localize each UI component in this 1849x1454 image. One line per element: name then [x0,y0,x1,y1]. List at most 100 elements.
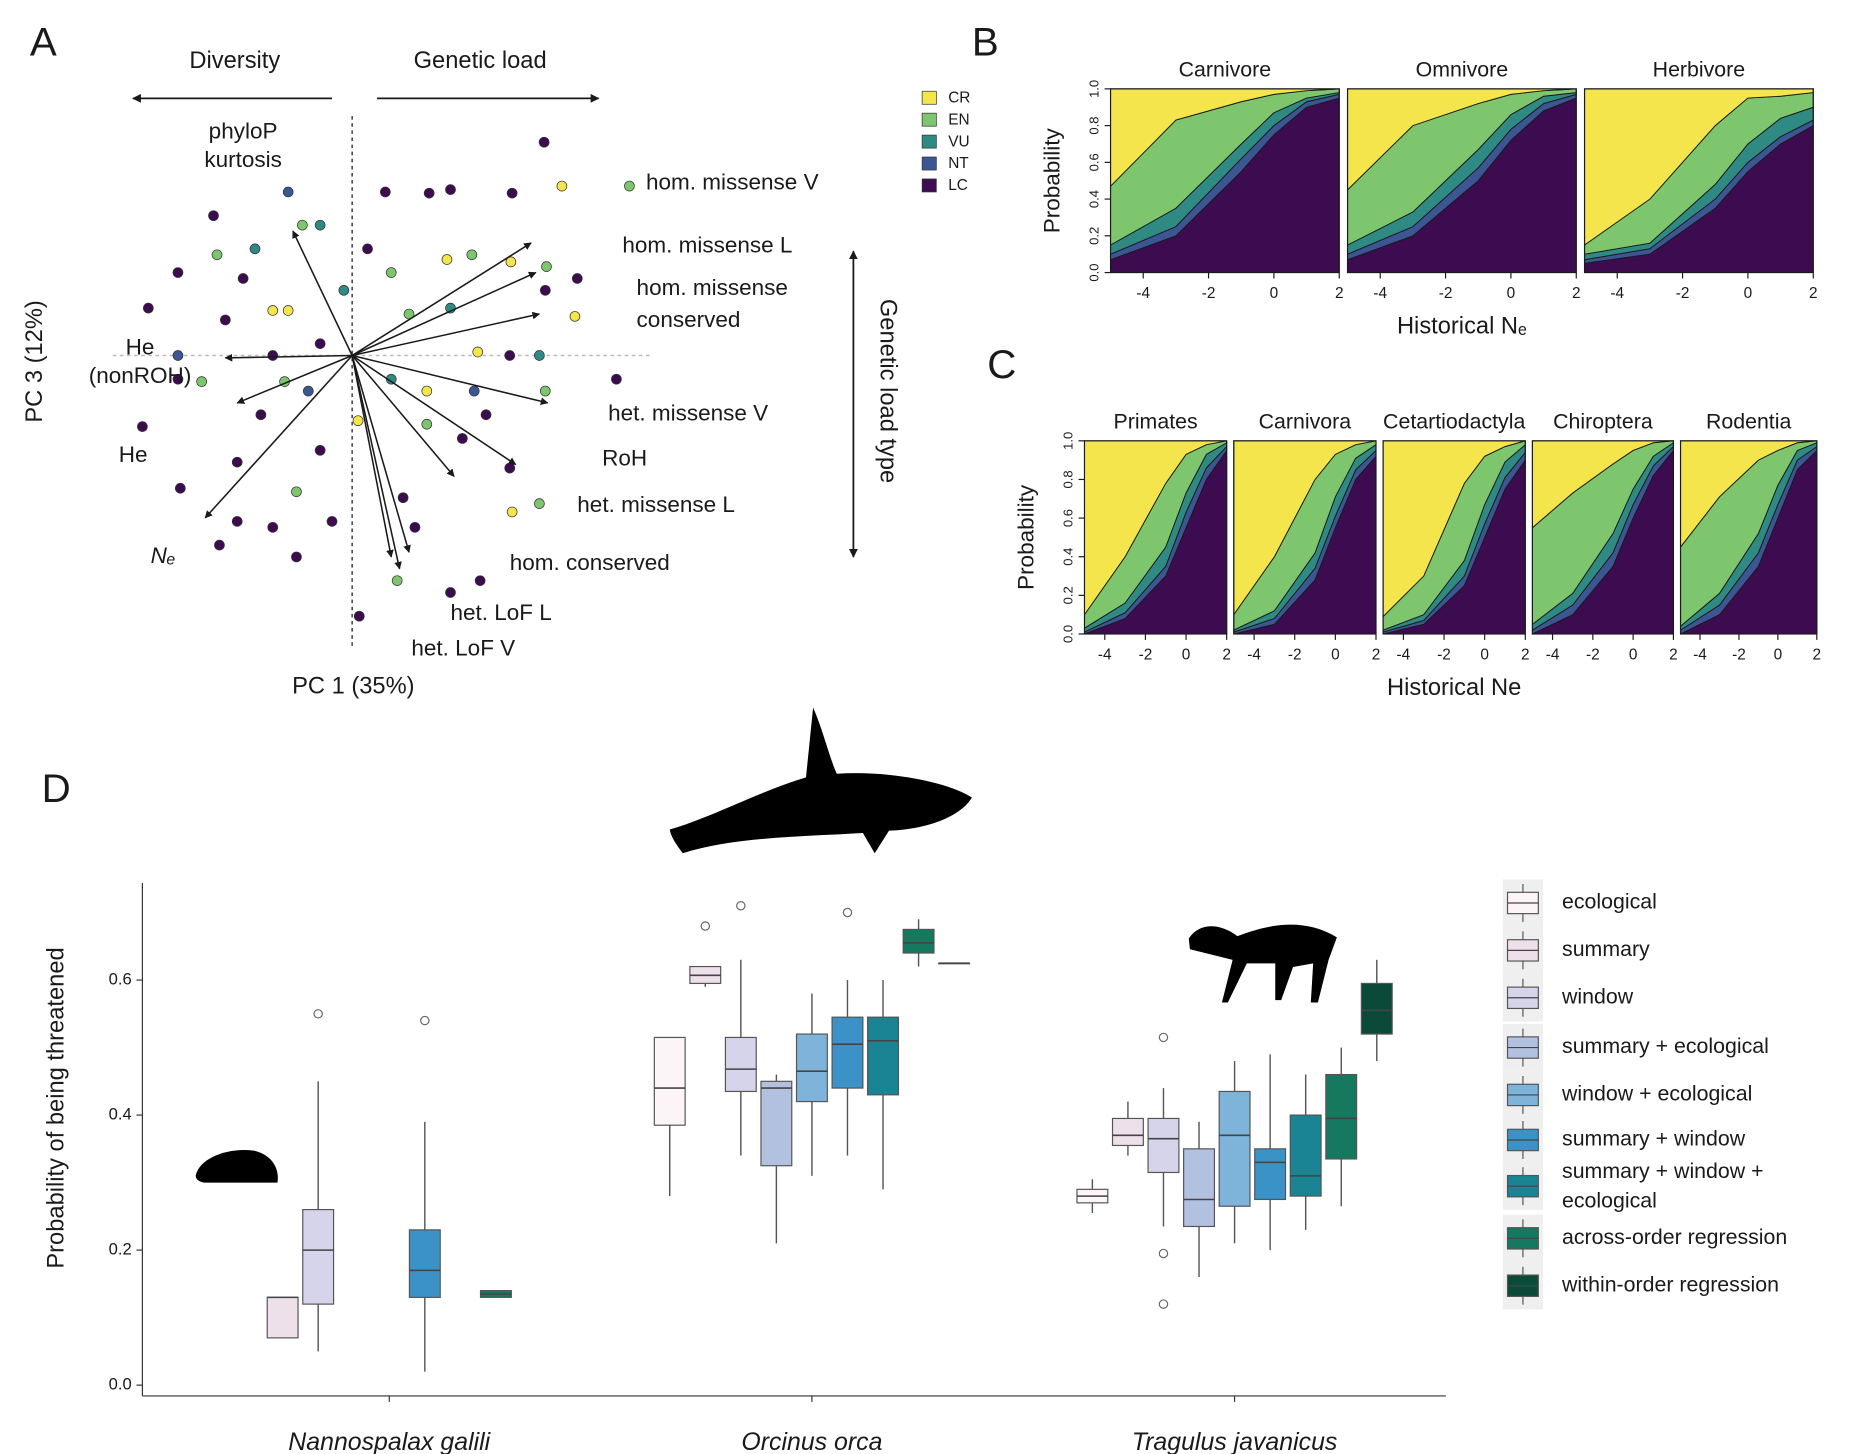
scatter-point [466,249,478,261]
legend-label: NT [948,155,969,172]
loading-label-box: hom. missense conserved [636,276,788,333]
scatter-point [445,184,456,195]
y-tick-label: 0.0 [1087,264,1102,282]
box [1183,1148,1216,1228]
x-tick-label: 0 [1270,285,1279,302]
scatter-point [385,373,397,385]
scatter-point [353,610,365,622]
panel-frame [1233,440,1377,635]
y-tick-label: 0.4 [1087,190,1102,208]
panel-title: Primates [1113,410,1197,434]
y-axis-label: Probability of being threatened [43,947,69,1268]
panel-title: Carnivore [1179,58,1271,82]
legend-label: ecological [1562,890,1657,914]
panel-frame [1109,88,1340,274]
x-tick-label: 0 [1480,646,1489,663]
scatter-point [208,210,219,222]
scatter-point [338,284,350,296]
panel-letter: A [30,20,57,65]
loading-label: hom. missense conserved [636,276,788,333]
panel-frame [1346,88,1577,274]
scatter-point [231,456,243,468]
loading-label: phyloP kurtosis [204,119,282,173]
x-tick-label: 2 [1809,285,1818,302]
box [902,928,935,954]
legend-label: within-order regression [1561,1272,1779,1296]
x-tick-label: -2 [1439,285,1453,302]
scatter-point [352,415,364,427]
box [1147,1117,1180,1174]
loading-arrow [351,311,541,357]
loading-label: hom. missense V [646,170,819,195]
box [1360,982,1393,1035]
scatter-point [214,539,225,551]
scatter-point [534,498,545,509]
x-tick-label: -2 [1732,646,1746,663]
loading-label: het. LoF V [411,635,515,660]
x-axis-label: Historical Ne [1387,675,1521,701]
panel-title: Carnivora [1259,410,1352,434]
scatter-point [282,305,294,316]
box [653,1036,686,1126]
loading-arrow [351,354,517,466]
scatter-point [556,180,568,192]
annotation: Diversity [189,48,280,74]
y-axis-label: Probability [1014,484,1039,590]
y-tick-label: 0.4 [1061,548,1076,566]
y-axis-label: PC 3 (12%) [22,300,48,422]
panel-frame [1679,440,1818,635]
legend-key [921,134,937,149]
scatter-point [137,421,148,432]
scatter-point [541,261,552,272]
scatter-point [506,506,518,518]
x-axis-label: Historical Nₑ [1397,313,1527,339]
loading-label: het. missense V [608,401,768,426]
x-axis-label: PC 1 (35%) [292,674,414,700]
x-tick-label: -4 [1610,285,1624,302]
box [1218,1090,1251,1207]
box [795,1033,828,1103]
x-tick-label: 0 [1182,646,1191,663]
x-tick-label: 2 [1813,646,1822,663]
mole-rat-silhouette [195,1149,278,1183]
annotation: Genetic load type [874,299,900,483]
loading-label: hom. missense L [622,232,792,257]
outlier [842,907,853,918]
loading-label: het. missense L [577,492,735,517]
legend-label: summary + ecological [1562,1034,1769,1058]
scatter-point [423,187,435,199]
scatter-point [196,376,207,387]
scatter-point [282,186,294,198]
box [724,1036,757,1093]
scatter-point [249,243,261,255]
panel-title: Cetartiodactyla [1383,410,1525,434]
legend-label: EN [948,111,969,128]
scatter-point [172,350,184,361]
box [760,1080,793,1167]
scatter-point [457,433,468,444]
scatter-point [468,385,480,397]
legend-label: VU [948,133,969,150]
x-tick-label: -4 [1098,646,1112,663]
outlier [420,1015,430,1026]
x-tick-label: -4 [1247,646,1261,663]
scatter-point [391,575,403,586]
legend-label: window + ecological [1561,1082,1752,1106]
loading-arrow [351,354,549,406]
panel-title: Herbivore [1653,58,1745,82]
loading-label: He [119,442,148,467]
scatter-point [539,385,551,397]
scatter-point [480,409,492,421]
panel-frame [1531,440,1675,635]
legend-label: LC [948,177,968,194]
panel-title: Omnivore [1416,58,1508,82]
scatter-point [231,516,243,527]
scatter-point [362,243,373,255]
scatter-point [441,254,453,265]
scatter-point [314,219,326,231]
scatter-point [302,385,314,397]
box [408,1229,441,1298]
scatter-point [538,136,550,148]
y-tick-label: 0.2 [1087,227,1102,245]
